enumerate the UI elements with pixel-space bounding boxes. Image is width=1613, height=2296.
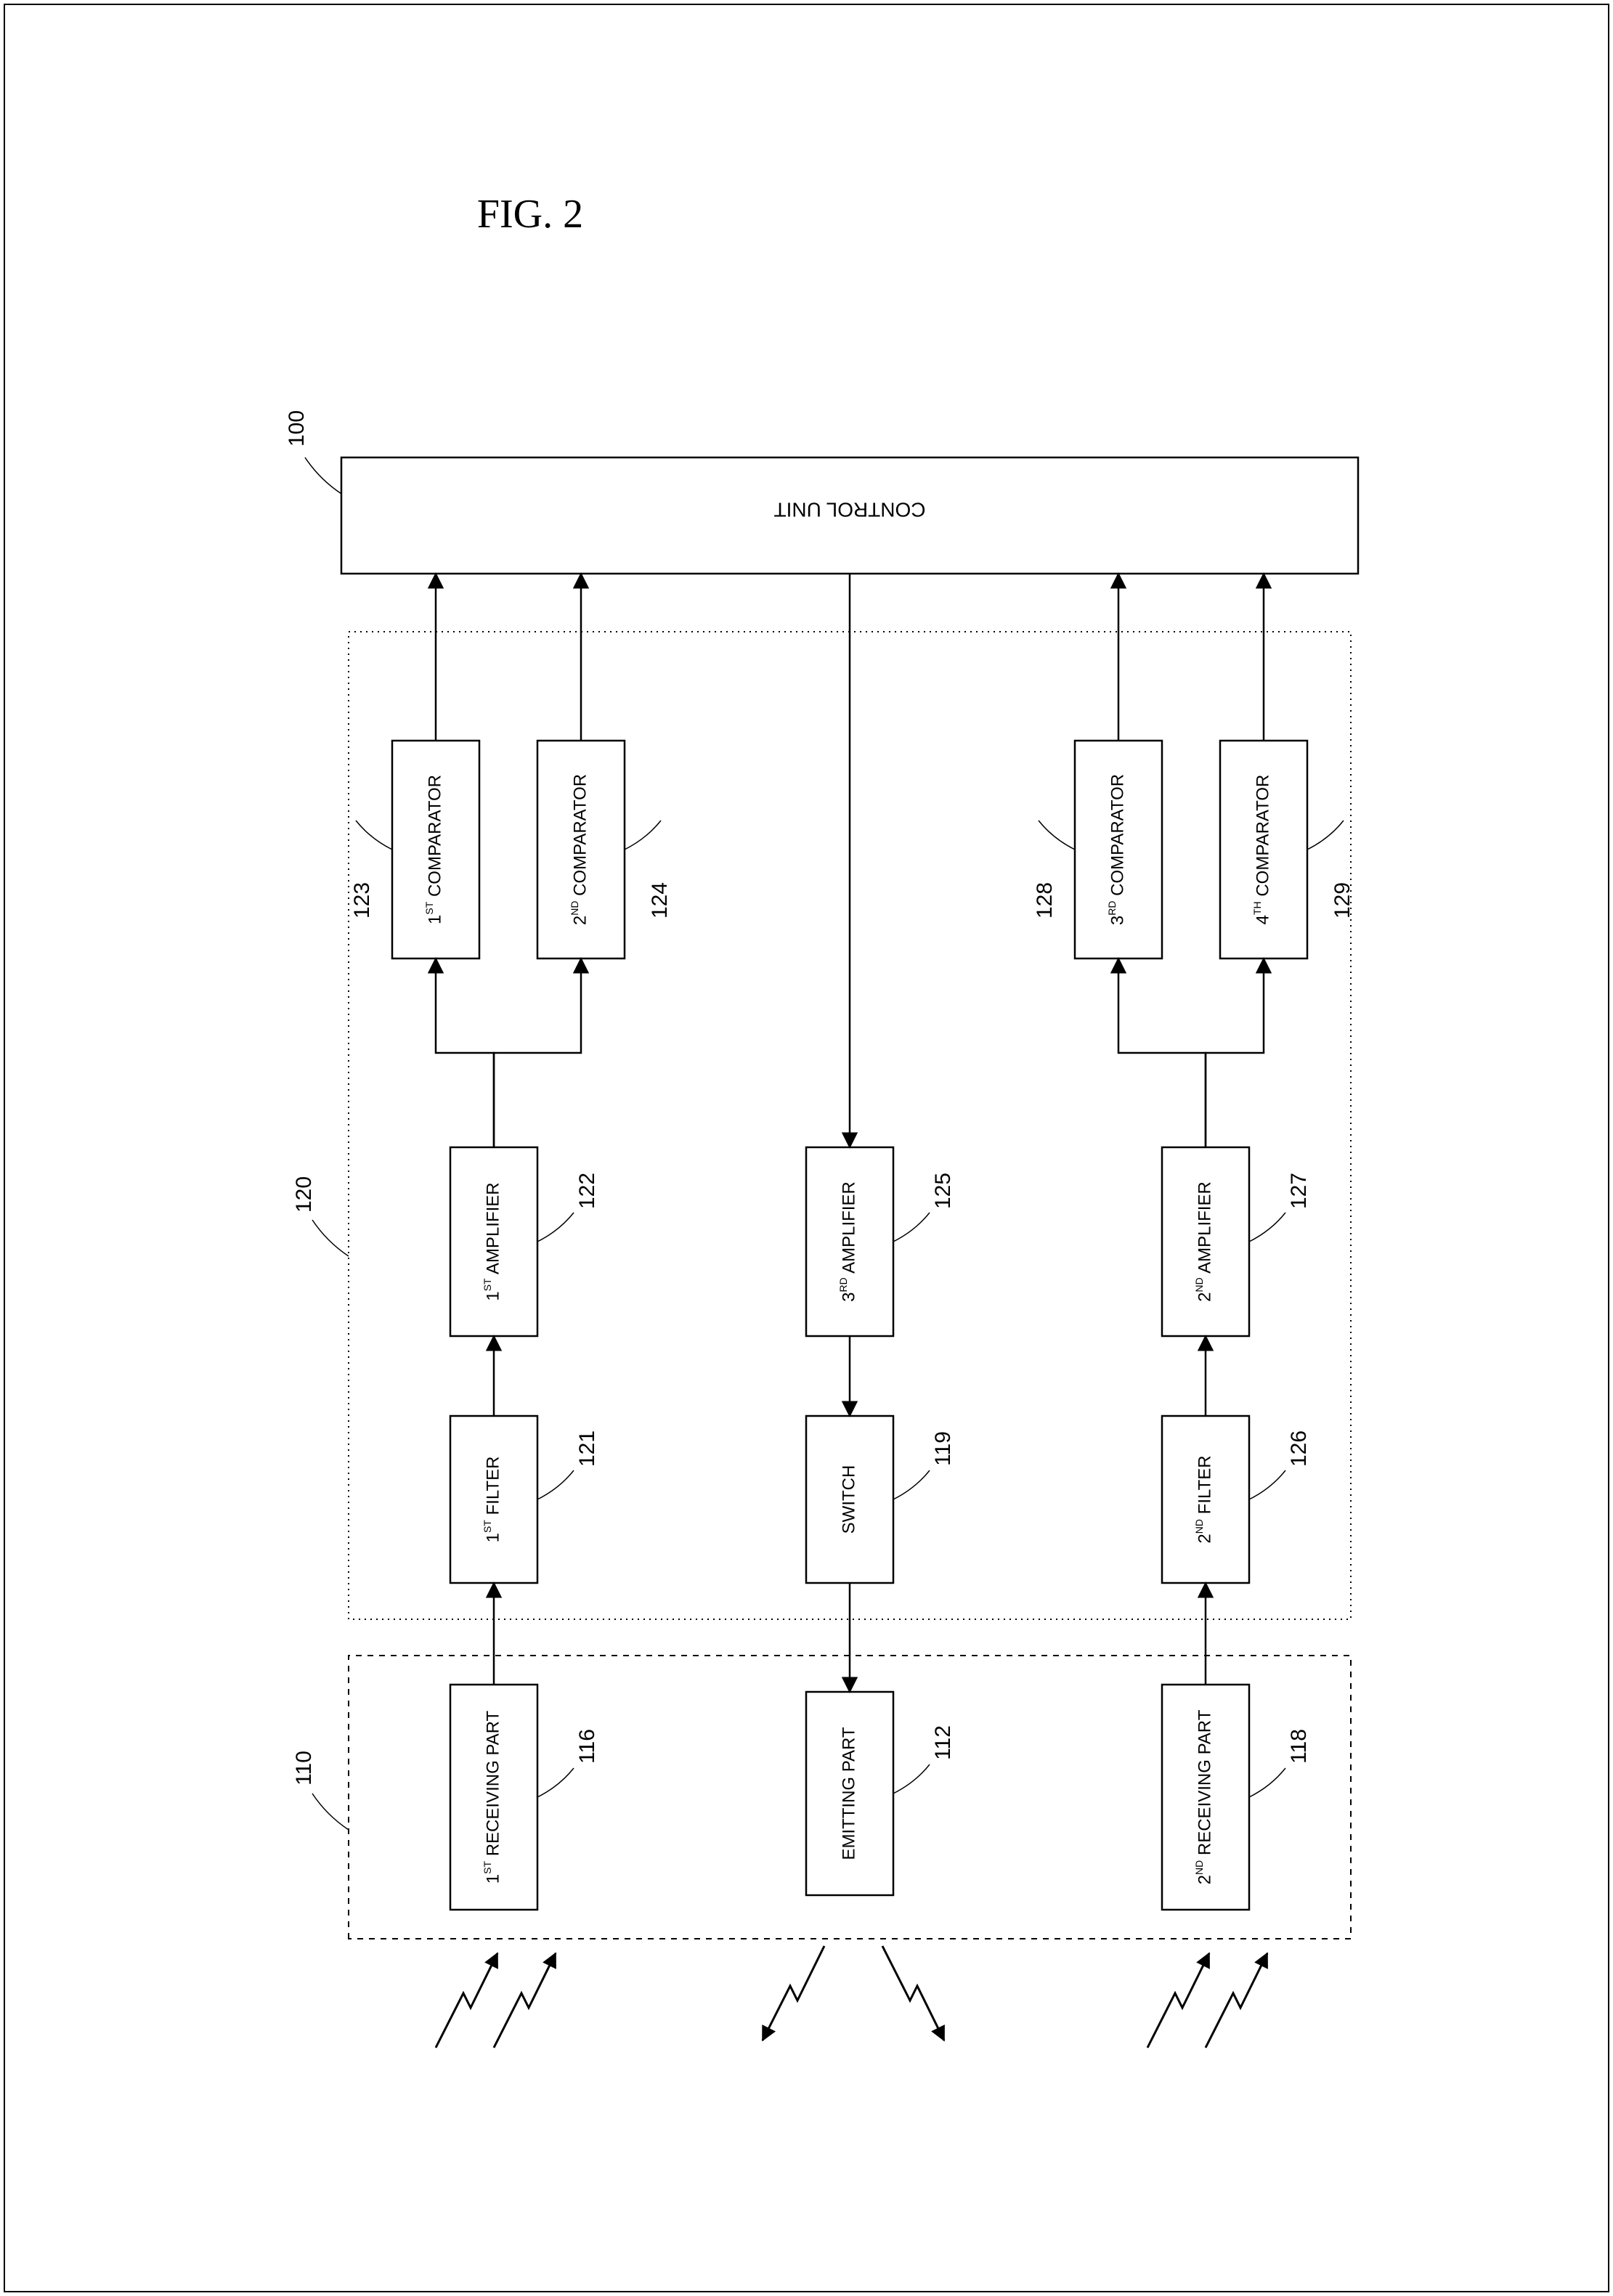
diagram-root: 110 120 CONTROL UNIT 100 1ST RECEIVING P… xyxy=(285,410,1358,2048)
label-123: 1ST COMPARATOR xyxy=(423,775,445,924)
signal-in-bot xyxy=(1147,1953,1267,2048)
leader-123 xyxy=(356,821,392,850)
leader-128 xyxy=(1039,821,1075,850)
leader-120 xyxy=(312,1220,349,1256)
conn-127-129 xyxy=(1206,958,1264,1147)
label-126: 2ND FILTER xyxy=(1193,1455,1215,1543)
ref-116: 116 xyxy=(575,1729,599,1764)
leader-110 xyxy=(312,1794,349,1830)
label-128: 3RD COMPARATOR xyxy=(1106,774,1128,925)
control-unit-label: CONTROL UNIT xyxy=(774,499,926,521)
ref-121: 121 xyxy=(575,1430,599,1467)
leader-125 xyxy=(893,1213,930,1242)
ref-119: 119 xyxy=(931,1431,955,1466)
leader-126 xyxy=(1249,1470,1285,1499)
label-112: EMITTING PART xyxy=(839,1727,858,1860)
signal-in-top xyxy=(436,1953,556,2048)
label-122: 1ST AMPLIFIER xyxy=(482,1182,503,1300)
leader-112 xyxy=(893,1764,930,1794)
leader-100 xyxy=(305,457,341,494)
label-121: 1ST FILTER xyxy=(482,1457,503,1543)
ref-112: 112 xyxy=(931,1725,955,1760)
diagram-canvas: FIG. 2 110 120 CONTROL UNIT 100 1ST RECE… xyxy=(0,0,1613,2296)
ref-100: 100 xyxy=(285,410,309,447)
leader-127 xyxy=(1249,1213,1285,1242)
leader-119 xyxy=(893,1470,930,1499)
leader-124 xyxy=(625,821,661,850)
ref-128: 128 xyxy=(1033,882,1057,919)
ref-125: 125 xyxy=(931,1173,955,1209)
ref-124: 124 xyxy=(648,882,672,919)
leader-129 xyxy=(1307,821,1344,850)
conn-122-123 xyxy=(436,958,494,1147)
label-129: 4TH COMPARATOR xyxy=(1251,775,1273,925)
ref-110: 110 xyxy=(292,1751,316,1786)
label-116: 1ST RECEIVING PART xyxy=(482,1710,503,1884)
figure-title: FIG. 2 xyxy=(477,192,583,237)
conn-122-124 xyxy=(494,958,581,1147)
ref-129: 129 xyxy=(1330,882,1354,919)
label-124: 2ND COMPARATOR xyxy=(569,774,590,925)
conn-127-128 xyxy=(1118,958,1206,1147)
leader-122 xyxy=(537,1213,574,1242)
ref-126: 126 xyxy=(1287,1430,1311,1467)
label-125: 3RD AMPLIFIER xyxy=(837,1181,859,1302)
signal-out-mid xyxy=(763,1946,944,2040)
ref-127: 127 xyxy=(1287,1173,1311,1209)
label-118: 2ND RECEIVING PART xyxy=(1193,1709,1215,1884)
label-127: 2ND AMPLIFIER xyxy=(1193,1181,1215,1302)
leader-118 xyxy=(1249,1768,1285,1797)
ref-120: 120 xyxy=(292,1176,316,1213)
ref-122: 122 xyxy=(575,1173,599,1209)
ref-123: 123 xyxy=(350,882,374,919)
ref-118: 118 xyxy=(1287,1729,1311,1764)
label-119: SWITCH xyxy=(839,1465,858,1534)
leader-116 xyxy=(537,1768,574,1797)
leader-121 xyxy=(537,1470,574,1499)
